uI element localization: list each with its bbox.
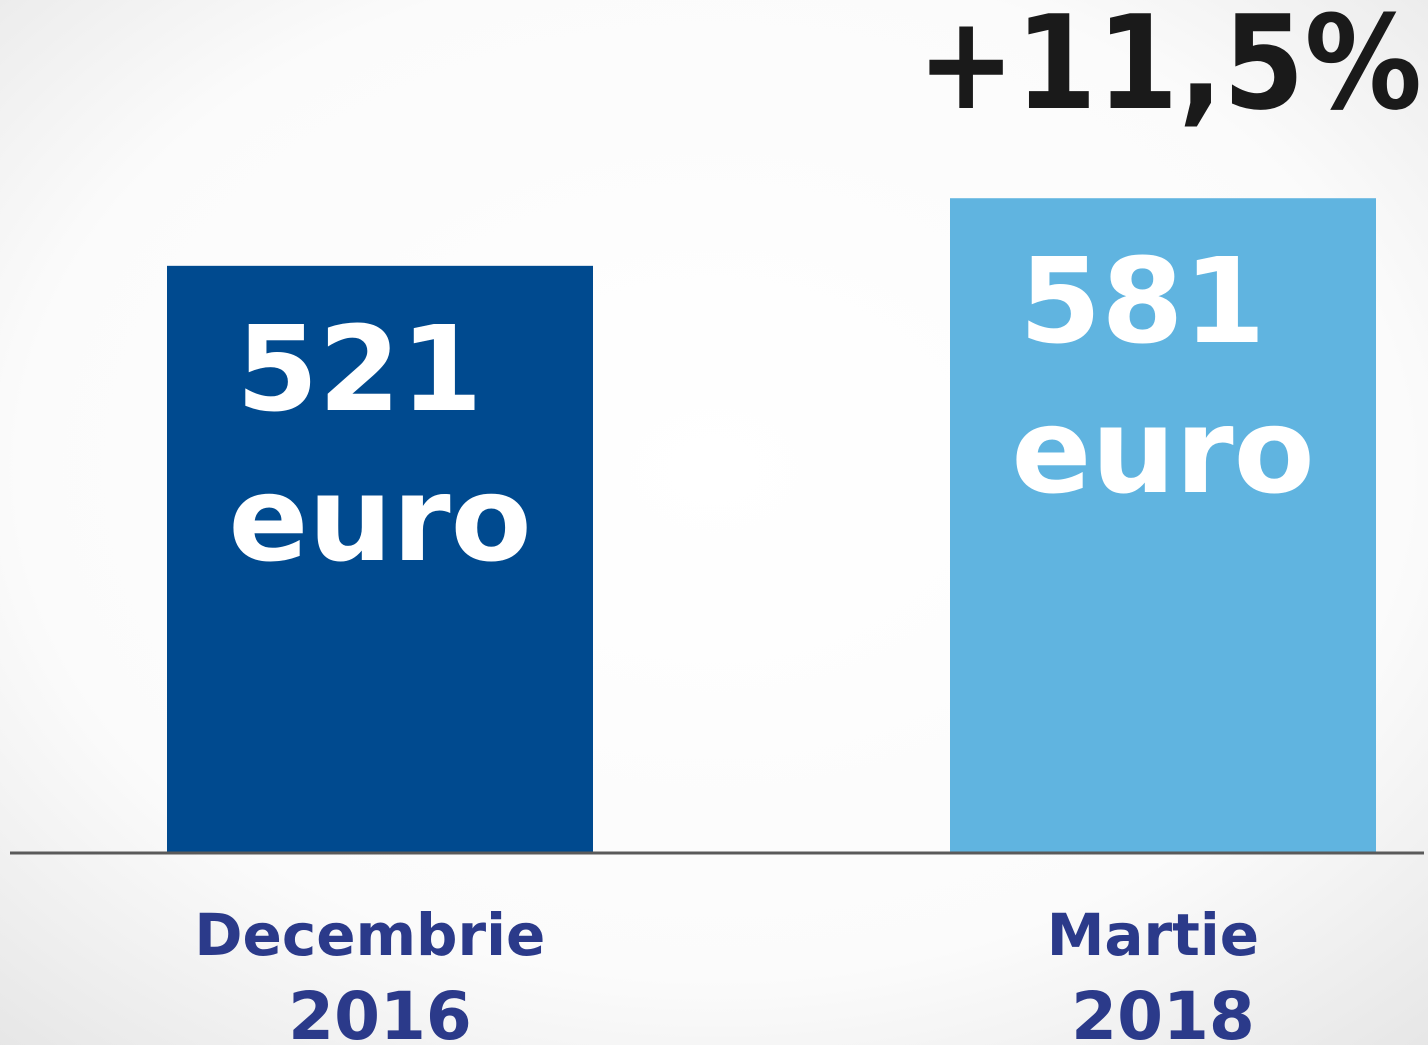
text-line: euro — [228, 450, 531, 588]
x-tick-label: Martie 2018 — [1047, 901, 1280, 1045]
text-line: Martie — [1047, 901, 1280, 969]
value-label: 521 euro — [228, 300, 531, 588]
text-line: 2016 — [288, 978, 472, 1045]
text-line: 2018 — [1071, 978, 1255, 1045]
annotation: +11,5% — [917, 0, 1422, 139]
text-line: euro — [1011, 382, 1314, 520]
text-line: 581 — [1019, 232, 1306, 370]
value-label: 581 euro — [1011, 232, 1314, 520]
text-line: Decembrie — [194, 901, 565, 969]
bar — [167, 265, 593, 853]
text-line: 521 — [236, 300, 523, 438]
bar — [950, 198, 1376, 853]
x-tick-label: Decembrie 2016 — [194, 901, 565, 1045]
